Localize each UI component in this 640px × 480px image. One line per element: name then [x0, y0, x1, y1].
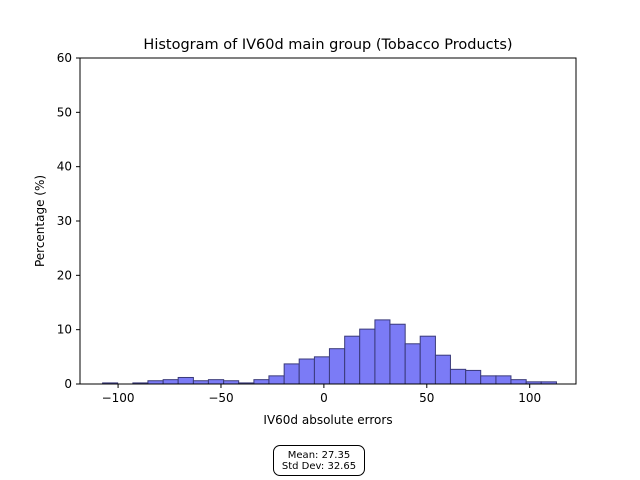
histogram-bar-14	[313, 356, 330, 385]
histogram-bar-22	[434, 354, 451, 385]
mean-text: Mean: 27.35	[287, 449, 351, 461]
std-text: Std Dev: 32.65	[281, 460, 357, 472]
histogram-bar-19	[389, 323, 406, 385]
histogram-bar-25	[480, 375, 497, 385]
bars-group	[102, 319, 557, 385]
x-tick-label: 50	[419, 391, 434, 405]
y-tick-label: 60	[57, 51, 72, 65]
y-tick-label: 40	[57, 160, 72, 174]
chart-title: Histogram of IV60d main group (Tobacco P…	[143, 37, 512, 53]
histogram-bar-18	[374, 319, 391, 385]
x-tick-label: −100	[102, 391, 135, 405]
histogram-bar-20	[404, 343, 421, 385]
plot-frame	[79, 57, 577, 385]
histogram-bar-27	[510, 379, 527, 385]
histogram-bar-4	[162, 379, 179, 385]
y-tick-label: 0	[64, 377, 72, 391]
histogram-bar-15	[328, 348, 346, 385]
histogram-bar-13	[298, 358, 315, 385]
y-axis-label: Percentage (%)	[33, 175, 47, 267]
histogram-bar-12	[283, 363, 300, 385]
histogram-bar-23	[449, 368, 467, 385]
y-axis-ticks: 0 10 20 30 40 50 60	[57, 51, 80, 391]
x-axis-label: IV60d absolute errors	[263, 413, 392, 427]
x-axis-ticks: −100 −50 0 50 100	[102, 384, 541, 405]
x-tick-label: −50	[208, 391, 233, 405]
histogram-bar-16	[344, 335, 361, 385]
y-tick-label: 50	[57, 105, 72, 119]
histogram-bar-26	[495, 375, 512, 385]
histogram-bar-10	[253, 379, 270, 385]
histogram-bar-11	[268, 375, 285, 385]
stats-box: Mean: 27.35 Std Dev: 32.65	[273, 445, 365, 476]
histogram-bar-24	[465, 369, 482, 385]
x-tick-label: 100	[518, 391, 541, 405]
x-tick-label: 0	[320, 391, 328, 405]
y-tick-label: 20	[57, 268, 72, 282]
y-tick-label: 30	[57, 214, 72, 228]
y-tick-label: 10	[57, 323, 72, 337]
histogram-bar-17	[359, 328, 376, 385]
histogram-bar-7	[207, 379, 225, 385]
histogram-bar-5	[177, 376, 194, 385]
histogram-bar-21	[419, 335, 436, 385]
